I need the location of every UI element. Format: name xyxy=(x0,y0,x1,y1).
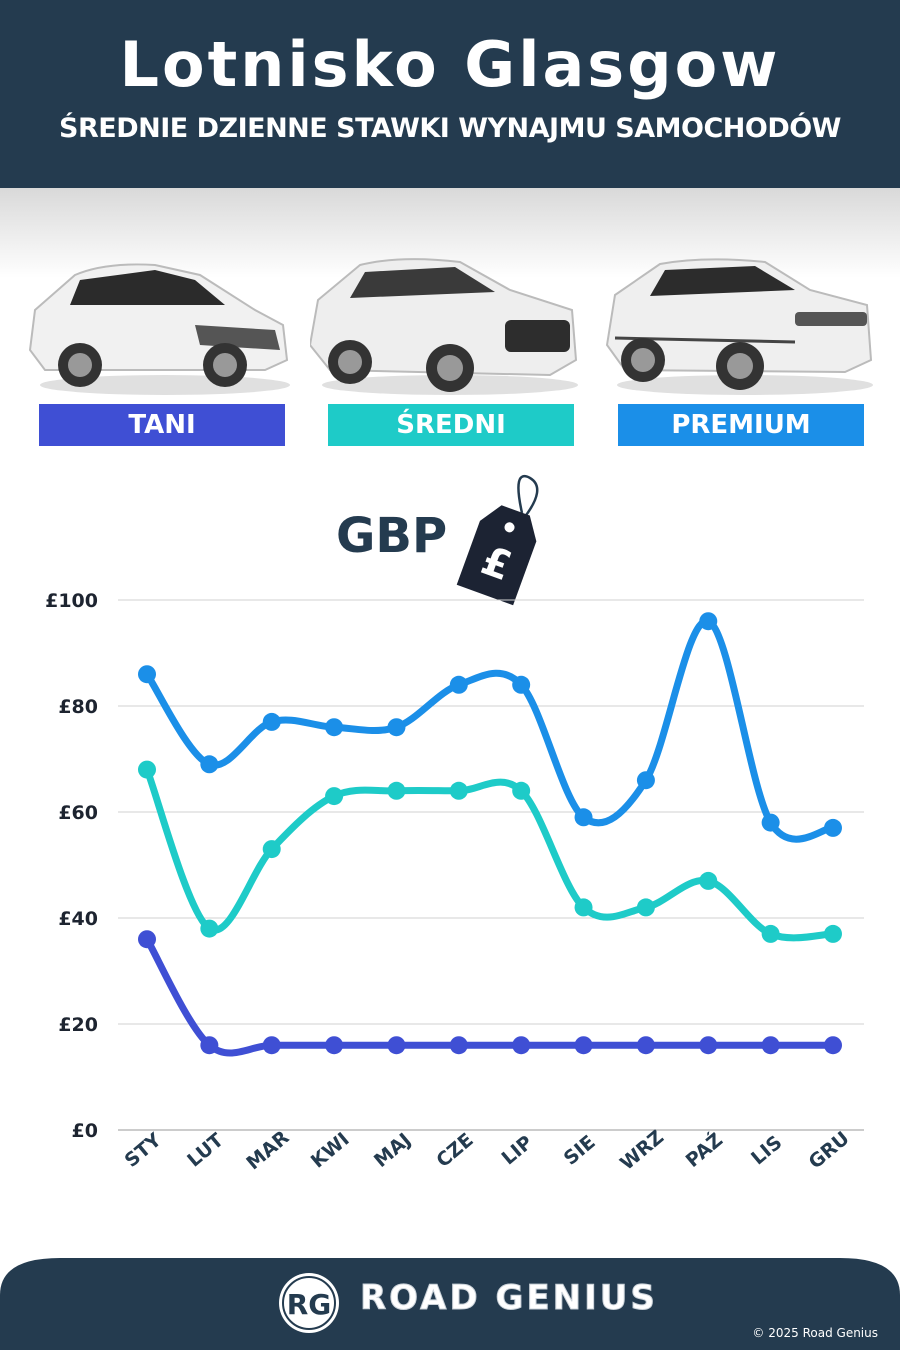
data-point xyxy=(824,818,842,837)
x-tick-label: KWI xyxy=(307,1128,354,1172)
brand-name: ROAD GENIUS xyxy=(360,1278,658,1319)
hatchback-car-image xyxy=(28,263,290,395)
data-point xyxy=(574,898,593,917)
footer: RG ROAD GENIUS © 2025 Road Genius xyxy=(0,1250,900,1350)
data-point xyxy=(138,930,156,949)
data-point xyxy=(699,1036,718,1055)
data-point xyxy=(636,771,655,790)
data-point xyxy=(761,924,780,943)
data-point xyxy=(262,1036,281,1055)
data-point xyxy=(387,1036,406,1055)
footer-background xyxy=(0,1258,900,1350)
x-tick-label: GRU xyxy=(805,1127,854,1173)
x-tick-label: SIE xyxy=(560,1131,600,1170)
data-point xyxy=(138,760,156,779)
data-point xyxy=(761,813,780,832)
y-tick-label: £60 xyxy=(58,802,98,824)
category-label: TANI xyxy=(128,410,196,440)
x-tick-label: LUT xyxy=(183,1129,228,1171)
series-line xyxy=(143,766,837,942)
x-tick-label: MAJ xyxy=(370,1129,415,1172)
x-tick-label: LIP xyxy=(498,1131,538,1169)
data-point xyxy=(449,1036,468,1055)
data-point xyxy=(200,755,219,774)
x-tick-label: LIS xyxy=(747,1131,786,1169)
series-line xyxy=(143,617,837,843)
data-point xyxy=(699,871,718,890)
y-tick-label: £100 xyxy=(45,590,98,612)
logo-letters: RG xyxy=(287,1288,332,1321)
page-subtitle: ŚREDNIE DZIENNE STAWKI WYNAJMU SAMOCHODÓ… xyxy=(59,113,841,144)
y-tick-label: £40 xyxy=(58,908,98,930)
data-point xyxy=(325,787,344,806)
data-point xyxy=(200,919,219,938)
data-point xyxy=(824,1036,842,1055)
header-banner: Lotnisko Glasgow ŚREDNIE DZIENNE STAWKI … xyxy=(0,0,900,188)
data-point xyxy=(325,718,344,737)
currency-label: GBP xyxy=(336,508,448,564)
data-point xyxy=(512,781,531,800)
premium-suv-car-image xyxy=(605,258,873,395)
data-point xyxy=(200,1036,219,1055)
data-point xyxy=(387,718,406,737)
x-tick-label: PAŹ xyxy=(681,1128,727,1172)
category-badge-premium: PREMIUM xyxy=(618,404,864,446)
data-point xyxy=(138,665,156,684)
x-tick-label: CZE xyxy=(432,1129,477,1172)
x-tick-label: WRZ xyxy=(616,1126,668,1175)
data-point xyxy=(262,840,281,859)
price-tag-icon: £ xyxy=(456,475,539,606)
data-point xyxy=(512,1036,531,1055)
data-point xyxy=(449,781,468,800)
y-tick-label: £0 xyxy=(72,1120,98,1142)
data-point xyxy=(824,924,842,943)
y-tick-label: £80 xyxy=(58,696,98,718)
category-badge-tani: TANI xyxy=(39,404,285,446)
category-label: ŚREDNI xyxy=(396,410,506,440)
y-tick-label: £20 xyxy=(58,1014,98,1036)
data-point xyxy=(387,781,406,800)
data-point xyxy=(574,1036,593,1055)
copyright: © 2025 Road Genius xyxy=(752,1326,878,1340)
data-point xyxy=(699,612,718,631)
line-chart: £0 £20 £40 £60 £80 £100 STY LUT MAR KWI MAJ CZE LIP S… xyxy=(45,590,864,1175)
data-point xyxy=(636,898,655,917)
road-genius-logo: RG xyxy=(279,1273,339,1333)
data-point xyxy=(636,1036,655,1055)
data-point xyxy=(574,808,593,827)
data-point xyxy=(262,712,281,731)
category-label: PREMIUM xyxy=(671,410,811,440)
x-tick-label: STY xyxy=(121,1129,166,1172)
series-line xyxy=(143,935,837,1057)
data-point xyxy=(449,675,468,694)
data-point xyxy=(325,1036,344,1055)
page-title: Lotnisko Glasgow xyxy=(119,28,781,101)
category-badge-sredni: ŚREDNI xyxy=(328,404,574,446)
data-point xyxy=(512,675,531,694)
x-tick-label: MAR xyxy=(242,1126,293,1174)
data-point xyxy=(761,1036,780,1055)
suv-car-image xyxy=(310,258,578,395)
